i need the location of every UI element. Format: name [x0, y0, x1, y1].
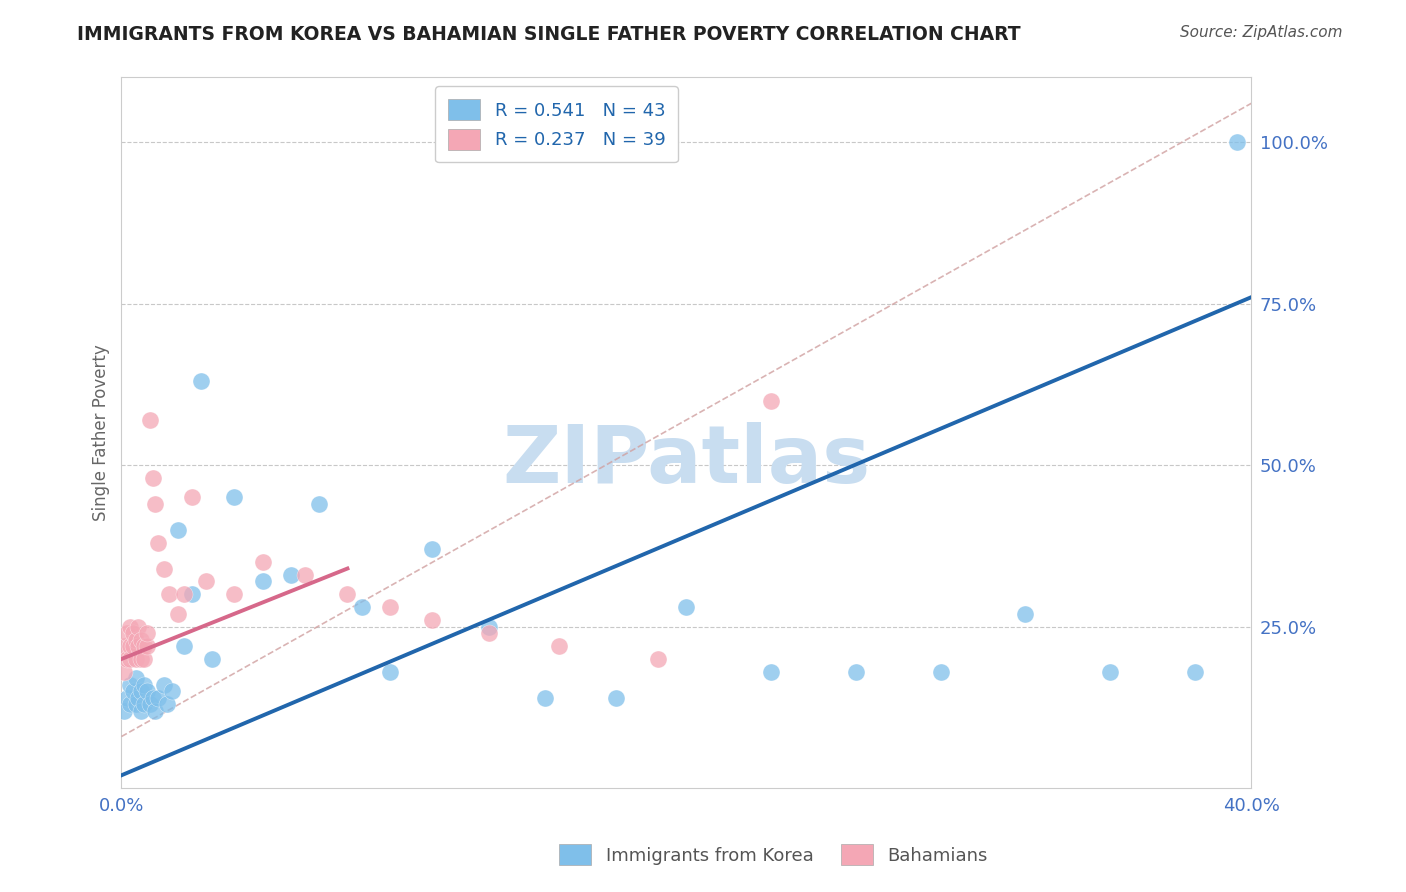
- Point: [127, 639, 149, 653]
- Legend: Immigrants from Korea, Bahamians: Immigrants from Korea, Bahamians: [551, 837, 995, 872]
- Point: [146, 690, 169, 705]
- Point: [1184, 665, 1206, 679]
- Point: [143, 497, 166, 511]
- Point: [118, 652, 141, 666]
- Point: [127, 620, 149, 634]
- Point: [252, 574, 274, 589]
- Point: [121, 626, 143, 640]
- Point: [1099, 665, 1122, 679]
- Point: [115, 690, 138, 705]
- Point: [124, 672, 146, 686]
- Point: [201, 652, 224, 666]
- Point: [138, 697, 160, 711]
- Point: [675, 600, 697, 615]
- Legend: R = 0.541   N = 43, R = 0.237   N = 39: R = 0.541 N = 43, R = 0.237 N = 39: [434, 87, 678, 162]
- Point: [195, 574, 218, 589]
- Point: [162, 684, 184, 698]
- Point: [129, 652, 152, 666]
- Point: [153, 678, 176, 692]
- Point: [115, 652, 138, 666]
- Point: [1226, 135, 1249, 149]
- Point: [224, 491, 246, 505]
- Point: [132, 639, 155, 653]
- Point: [605, 690, 627, 705]
- Point: [478, 626, 501, 640]
- Point: [173, 587, 195, 601]
- Point: [112, 665, 135, 679]
- Point: [181, 491, 204, 505]
- Point: [420, 613, 443, 627]
- Point: [121, 639, 143, 653]
- Point: [280, 568, 302, 582]
- Point: [143, 704, 166, 718]
- Point: [124, 632, 146, 647]
- Point: [132, 652, 155, 666]
- Point: [115, 626, 138, 640]
- Point: [1014, 607, 1036, 621]
- Point: [647, 652, 669, 666]
- Point: [118, 697, 141, 711]
- Point: [167, 607, 190, 621]
- Point: [350, 600, 373, 615]
- Point: [129, 704, 152, 718]
- Point: [138, 413, 160, 427]
- Point: [308, 497, 330, 511]
- Point: [129, 632, 152, 647]
- Point: [181, 587, 204, 601]
- Point: [124, 697, 146, 711]
- Point: [118, 678, 141, 692]
- Point: [420, 542, 443, 557]
- Point: [153, 561, 176, 575]
- Point: [146, 535, 169, 549]
- Point: [132, 697, 155, 711]
- Point: [112, 639, 135, 653]
- Point: [190, 374, 212, 388]
- Point: [141, 690, 163, 705]
- Point: [124, 652, 146, 666]
- Text: ZIPatlas: ZIPatlas: [502, 422, 870, 500]
- Point: [173, 639, 195, 653]
- Point: [112, 704, 135, 718]
- Point: [845, 665, 868, 679]
- Point: [135, 684, 157, 698]
- Point: [129, 684, 152, 698]
- Point: [127, 690, 149, 705]
- Point: [548, 639, 571, 653]
- Text: IMMIGRANTS FROM KOREA VS BAHAMIAN SINGLE FATHER POVERTY CORRELATION CHART: IMMIGRANTS FROM KOREA VS BAHAMIAN SINGLE…: [77, 25, 1021, 44]
- Point: [121, 684, 143, 698]
- Point: [759, 393, 782, 408]
- Point: [759, 665, 782, 679]
- Point: [135, 626, 157, 640]
- Point: [534, 690, 557, 705]
- Point: [252, 555, 274, 569]
- Point: [336, 587, 359, 601]
- Point: [478, 620, 501, 634]
- Point: [167, 523, 190, 537]
- Point: [156, 697, 179, 711]
- Y-axis label: Single Father Poverty: Single Father Poverty: [93, 344, 110, 521]
- Text: Source: ZipAtlas.com: Source: ZipAtlas.com: [1180, 25, 1343, 40]
- Point: [135, 639, 157, 653]
- Point: [159, 587, 181, 601]
- Point: [141, 471, 163, 485]
- Point: [929, 665, 952, 679]
- Point: [224, 587, 246, 601]
- Point: [378, 665, 401, 679]
- Point: [118, 620, 141, 634]
- Point: [378, 600, 401, 615]
- Point: [118, 639, 141, 653]
- Point: [294, 568, 316, 582]
- Point: [132, 678, 155, 692]
